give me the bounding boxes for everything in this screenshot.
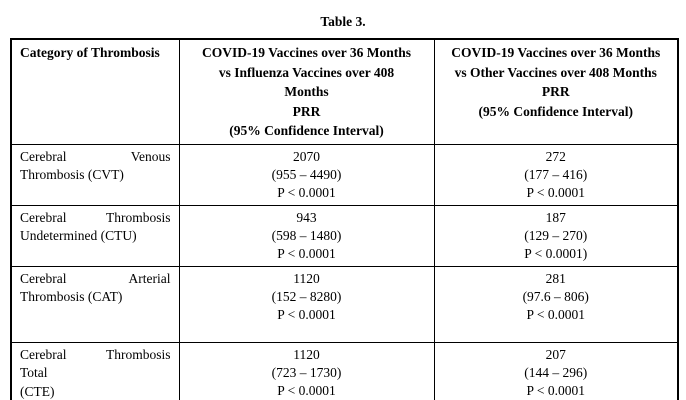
- confidence-interval: (723 – 1730): [271, 364, 342, 380]
- header-line: Months: [284, 84, 329, 99]
- category-line: Cerebral Venous: [20, 148, 171, 164]
- category-line: Thrombosis (CAT): [20, 289, 123, 304]
- header-other-comparison: COVID-19 Vaccines over 36 Months vs Othe…: [433, 38, 679, 145]
- header-line: COVID-19 Vaccines over 36 Months: [202, 45, 411, 60]
- confidence-interval: (598 – 1480): [271, 227, 342, 243]
- other-value-cell: 272 (177 – 416) P < 0.0001: [433, 143, 679, 206]
- header-line: vs Influenza Vaccines over 408: [218, 64, 395, 80]
- table-row-cvt: Cerebral Venous Thrombosis (CVT) 2070 (9…: [10, 143, 679, 206]
- p-value: P < 0.0001: [277, 306, 336, 322]
- header-line: (95% Confidence Interval): [229, 123, 384, 138]
- prr-value: 1120: [293, 270, 320, 286]
- header-category-label: Category of Thrombosis: [20, 45, 160, 60]
- p-value: P < 0.0001: [277, 184, 336, 200]
- thrombosis-prr-table: Category of Thrombosis COVID-19 Vaccines…: [10, 38, 679, 400]
- category-cell: Cerebral Arterial Thrombosis (CAT): [10, 265, 180, 343]
- confidence-interval: (152 – 8280): [271, 288, 342, 304]
- category-line: Total: [20, 365, 48, 380]
- p-value: P < 0.0001: [277, 382, 336, 398]
- prr-value: 187: [545, 209, 566, 225]
- prr-value: 2070: [293, 148, 320, 164]
- header-line: COVID-19 Vaccines over 36 Months: [451, 45, 661, 60]
- p-value: P < 0.0001: [526, 306, 586, 322]
- confidence-interval: (97.6 – 806): [522, 288, 589, 304]
- header-influenza-comparison: COVID-19 Vaccines over 36 Months vs Infl…: [178, 38, 435, 145]
- p-value: P < 0.0001: [277, 245, 336, 261]
- category-line: Cerebral Thrombosis: [20, 346, 171, 362]
- category-line: Cerebral Thrombosis: [20, 209, 171, 225]
- other-value-cell: 207 (144 – 296) P < 0.0001: [433, 341, 679, 400]
- header-line: vs Other Vaccines over 408 Months: [454, 64, 657, 80]
- category-cell: Cerebral Thrombosis Total (CTE): [10, 341, 180, 400]
- influenza-value-cell: 2070 (955 – 4490) P < 0.0001: [178, 143, 435, 206]
- header-line: (95% Confidence Interval): [478, 103, 633, 119]
- confidence-interval: (955 – 4490): [271, 166, 342, 182]
- prr-value: 1120: [293, 346, 320, 362]
- category-line: Undetermined (CTU): [20, 228, 137, 243]
- category-line: Thrombosis (CVT): [20, 167, 124, 182]
- category-cell: Cerebral Thrombosis Undetermined (CTU): [10, 204, 180, 267]
- header-category: Category of Thrombosis: [10, 38, 180, 145]
- influenza-value-cell: 943 (598 – 1480) P < 0.0001: [178, 204, 435, 267]
- p-value: P < 0.0001: [526, 382, 586, 398]
- category-cell: Cerebral Venous Thrombosis (CVT): [10, 143, 180, 206]
- other-value-cell: 281 (97.6 – 806) P < 0.0001: [433, 265, 679, 343]
- prr-value: 943: [296, 209, 317, 225]
- header-line: PRR: [292, 103, 321, 119]
- category-line: Cerebral Arterial: [20, 270, 171, 286]
- confidence-interval: (129 – 270): [524, 227, 588, 243]
- prr-value: 272: [545, 148, 566, 164]
- other-value-cell: 187 (129 – 270) P < 0.0001): [433, 204, 679, 267]
- header-row: Category of Thrombosis COVID-19 Vaccines…: [10, 38, 679, 145]
- p-value: P < 0.0001: [526, 184, 586, 200]
- table-row-cat: Cerebral Arterial Thrombosis (CAT) 1120 …: [10, 265, 679, 343]
- prr-value: 281: [545, 270, 566, 286]
- table-row-ctu: Cerebral Thrombosis Undetermined (CTU) 9…: [10, 204, 679, 267]
- table-caption: Table 3.: [320, 14, 366, 29]
- header-line: PRR: [541, 84, 570, 99]
- category-line: (CTE): [20, 383, 55, 399]
- influenza-value-cell: 1120 (723 – 1730) P < 0.0001: [178, 341, 435, 400]
- table-row-cte: Cerebral Thrombosis Total (CTE) 1120 (72…: [10, 341, 679, 400]
- influenza-value-cell: 1120 (152 – 8280) P < 0.0001: [178, 265, 435, 343]
- confidence-interval: (144 – 296): [524, 364, 588, 380]
- p-value: P < 0.0001): [524, 245, 588, 261]
- confidence-interval: (177 – 416): [524, 166, 588, 182]
- prr-value: 207: [545, 346, 566, 362]
